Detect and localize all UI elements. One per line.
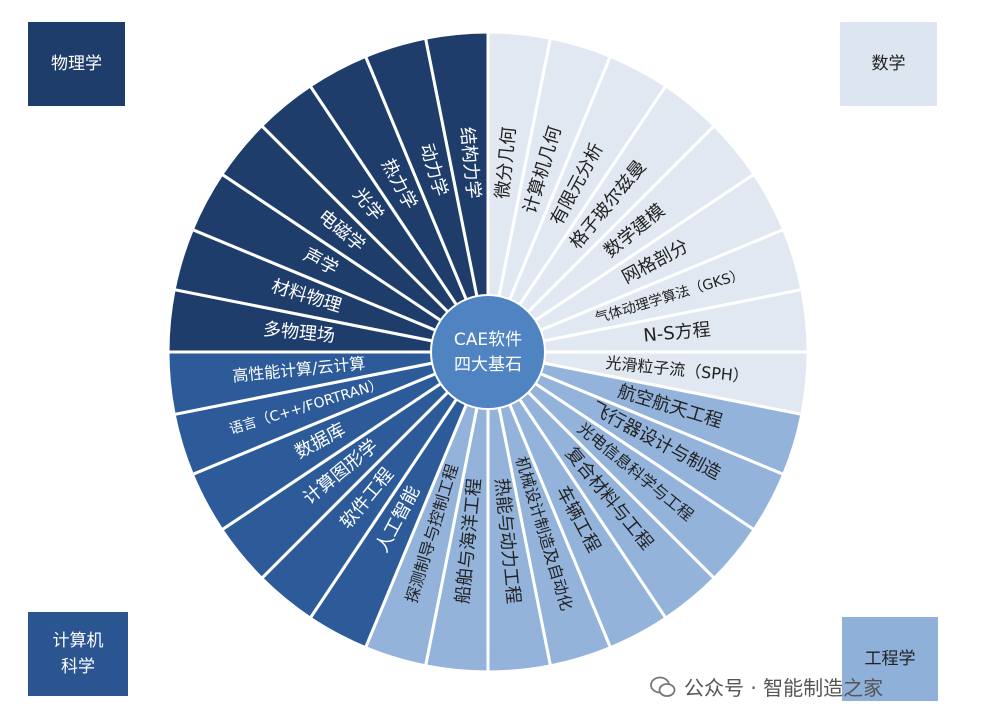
computer-science-label-line1: 计算机: [52, 631, 104, 651]
center-hub: [430, 294, 546, 410]
center-title-line2: 四大基石: [454, 355, 522, 375]
center-title-line1: CAE软件: [454, 330, 522, 350]
sector-physics: [423, 30, 490, 353]
watermark-text: 公众号 · 智能制造之家: [684, 676, 884, 700]
computer-science-label-box: 计算机 科学: [28, 612, 128, 696]
engineering-label: 工程学: [864, 649, 916, 669]
computer-science-label-line2: 科学: [61, 657, 95, 677]
wechat-icon: [650, 676, 676, 697]
physics-label-box: 物理学: [28, 22, 125, 106]
math-label-box: 数学: [840, 22, 937, 106]
engineering-label-box: 工程学: [842, 617, 938, 701]
physics-label: 物理学: [51, 54, 102, 74]
watermark: 公众号 · 智能制造之家: [650, 672, 883, 701]
math-label: 数学: [871, 54, 906, 74]
